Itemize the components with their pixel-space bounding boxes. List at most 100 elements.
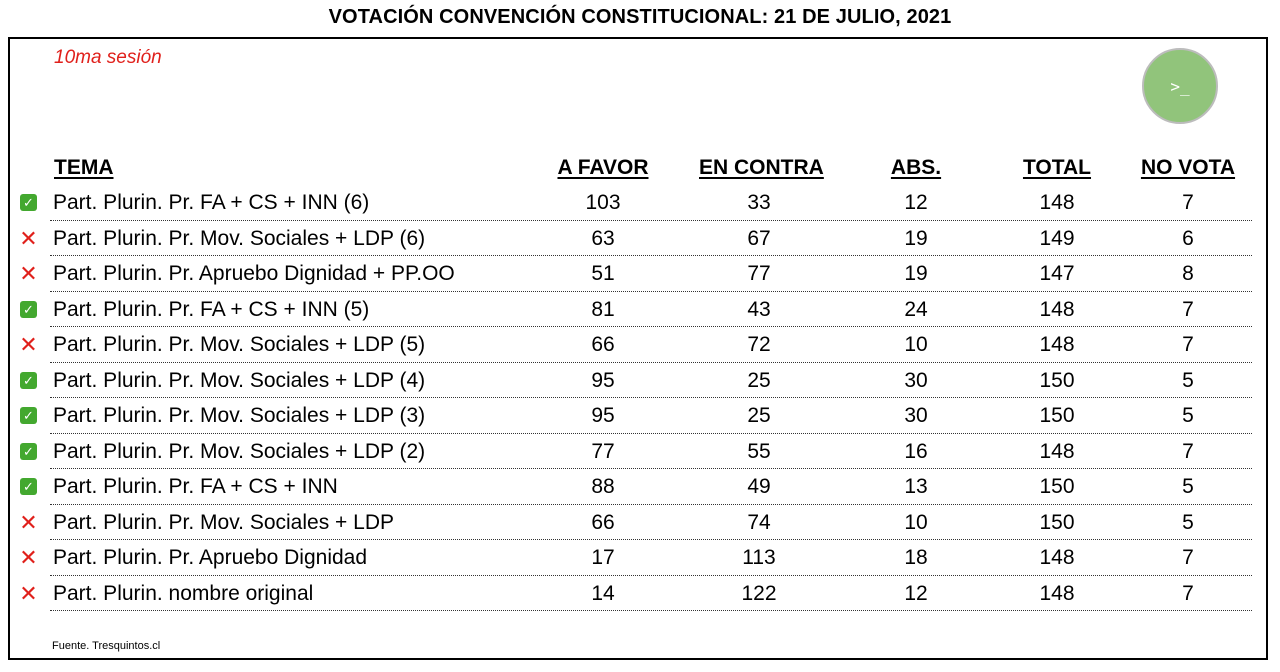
- abs-cell: 18: [904, 546, 928, 569]
- en-contra-cell: 67: [747, 226, 771, 250]
- total-cell: 150: [1039, 475, 1075, 498]
- cross-icon: ✕: [19, 225, 38, 251]
- no-vota-cell: 7: [1182, 297, 1194, 321]
- table-row: ✕ Part. Plurin. Pr. Apruebo Dignidad 17 113…: [19, 540, 1252, 576]
- total-cell: 149: [1039, 226, 1075, 250]
- en-contra-cell: 77: [747, 262, 771, 285]
- total-cell: 148: [1039, 333, 1075, 356]
- total-cell: 148: [1039, 191, 1075, 214]
- header-total: TOTAL: [1022, 156, 1092, 179]
- table-row: ✕ Part. Plurin. Pr. Mov. Sociales + LDP 66…: [19, 505, 1252, 540]
- abs-cell: 12: [904, 191, 928, 214]
- abs-cell: 10: [904, 333, 928, 356]
- a-favor-cell: 95: [591, 404, 615, 427]
- total-cell: 150: [1039, 368, 1075, 392]
- tema-cell: Part. Plurin. Pr. FA + CS + INN: [53, 475, 338, 498]
- cross-icon: ✕: [19, 509, 38, 535]
- tema-cell: Part. Plurin. Pr. Apruebo Dignidad: [53, 546, 368, 569]
- abs-cell: 30: [904, 368, 928, 392]
- table-row: ✓ Part. Plurin. Pr. FA + CS + INN (5) 81 43…: [20, 292, 1252, 327]
- cross-icon: ✕: [19, 580, 38, 606]
- a-favor-cell: 17: [591, 546, 615, 569]
- no-vota-cell: 5: [1182, 510, 1194, 534]
- cross-icon: ✕: [19, 261, 38, 286]
- a-favor-cell: 77: [591, 439, 615, 463]
- abs-cell: 24: [904, 297, 928, 321]
- table-row: ✕ Part. Plurin. Pr. Apruebo Dignidad + PP…: [19, 256, 1252, 292]
- abs-cell: 10: [904, 510, 928, 534]
- a-favor-cell: 66: [591, 333, 615, 356]
- total-cell: 150: [1039, 404, 1075, 427]
- tema-cell: Part. Plurin. Pr. Mov. Sociales + LDP (6…: [53, 226, 426, 250]
- no-vota-cell: 7: [1182, 439, 1194, 463]
- en-contra-cell: 25: [747, 368, 771, 392]
- table-row: ✕ Part. Plurin. Pr. Mov. Sociales + LDP (…: [19, 327, 1252, 363]
- check-icon: ✓: [20, 407, 37, 424]
- cross-icon: ✕: [19, 545, 38, 570]
- a-favor-cell: 66: [591, 510, 615, 534]
- abs-cell: 30: [904, 404, 928, 427]
- en-contra-cell: 55: [747, 439, 771, 463]
- header-abs: ABS.: [890, 156, 942, 179]
- a-favor-cell: 95: [591, 368, 615, 392]
- no-vota-cell: 6: [1182, 226, 1194, 250]
- tema-cell: Part. Plurin. nombre original: [53, 581, 314, 605]
- no-vota-cell: 7: [1182, 191, 1194, 214]
- check-icon: ✓: [20, 194, 37, 211]
- table-row: ✓ Part. Plurin. Pr. Mov. Sociales + LDP (…: [20, 398, 1252, 434]
- no-vota-cell: 5: [1182, 368, 1194, 392]
- en-contra-cell: 72: [747, 333, 771, 356]
- no-vota-cell: 5: [1182, 475, 1194, 498]
- source-note: Fuente. Tresquintos.cl: [52, 640, 161, 652]
- header-tema: TEMA: [54, 156, 114, 179]
- en-contra-cell: 49: [747, 475, 771, 498]
- check-icon: ✓: [20, 442, 37, 460]
- total-cell: 148: [1039, 439, 1075, 463]
- en-contra-cell: 74: [747, 510, 771, 534]
- header-en-contra: EN CONTRA: [699, 156, 824, 179]
- a-favor-cell: 81: [591, 297, 615, 321]
- no-vota-cell: 8: [1182, 262, 1194, 285]
- session-label: 10ma sesión: [54, 47, 162, 68]
- abs-cell: 12: [904, 581, 928, 605]
- a-favor-cell: 14: [591, 581, 615, 605]
- check-icon: ✓: [20, 478, 37, 495]
- check-icon: ✓: [20, 300, 37, 318]
- no-vota-cell: 7: [1182, 333, 1194, 356]
- total-cell: 147: [1039, 262, 1075, 285]
- abs-cell: 19: [904, 262, 928, 285]
- logo: >_: [1142, 48, 1218, 124]
- tema-cell: Part. Plurin. Pr. Mov. Sociales + LDP (2…: [53, 439, 426, 463]
- en-contra-cell: 25: [747, 404, 771, 427]
- tema-cell: Part. Plurin. Pr. Mov. Sociales + LDP (3…: [53, 404, 426, 427]
- cross-icon: ✕: [19, 332, 38, 357]
- tema-cell: Part. Plurin. Pr. FA + CS + INN (6): [53, 191, 370, 214]
- abs-cell: 16: [904, 439, 928, 463]
- abs-cell: 19: [904, 226, 928, 250]
- abs-cell: 13: [904, 475, 928, 498]
- a-favor-cell: 88: [591, 475, 615, 498]
- check-icon: ✓: [20, 371, 37, 389]
- table-row: ✓ Part. Plurin. Pr. FA + CS + INN (6) 103 3…: [20, 185, 1252, 221]
- table-header: TEMA A FAVOR EN CONTRA ABS. TOTAL NO VOT…: [0, 154, 1280, 184]
- a-favor-cell: 103: [585, 191, 621, 214]
- terminal-prompt-icon: >_: [1170, 77, 1190, 96]
- table-row: ✓ Part. Plurin. Pr. Mov. Sociales + LDP (…: [20, 434, 1252, 469]
- tema-cell: Part. Plurin. Pr. FA + CS + INN (5): [53, 297, 370, 321]
- en-contra-cell: 113: [742, 546, 776, 569]
- a-favor-cell: 51: [591, 262, 615, 285]
- a-favor-cell: 63: [591, 226, 615, 250]
- table-row: ✓ Part. Plurin. Pr. Mov. Sociales + LDP (…: [20, 363, 1252, 398]
- header-no-vota: NO VOTA: [1140, 156, 1236, 179]
- table-body: ✓ Part. Plurin. Pr. FA + CS + INN (6) 103 3…: [0, 185, 1280, 611]
- tema-cell: Part. Plurin. Pr. Mov. Sociales + LDP (4…: [53, 368, 426, 392]
- en-contra-cell: 122: [741, 581, 777, 605]
- no-vota-cell: 5: [1182, 404, 1194, 427]
- table-row: ✓ Part. Plurin. Pr. FA + CS + INN 88 49 13 15…: [20, 469, 1252, 505]
- tema-cell: Part. Plurin. Pr. Mov. Sociales + LDP (5…: [53, 333, 426, 356]
- en-contra-cell: 33: [747, 191, 771, 214]
- table-frame: [8, 37, 1268, 660]
- header-a-favor: A FAVOR: [557, 156, 649, 179]
- total-cell: 148: [1039, 546, 1075, 569]
- table-row: ✕ Part. Plurin. Pr. Mov. Sociales + LDP (…: [19, 221, 1252, 256]
